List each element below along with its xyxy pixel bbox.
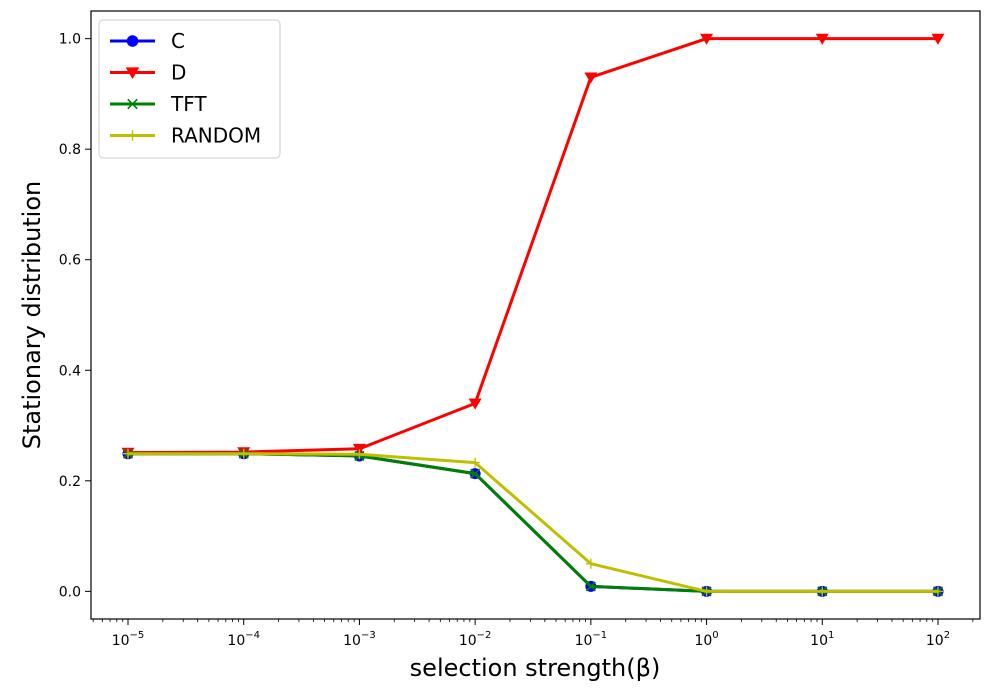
- y-tick-label: 0.6: [59, 253, 81, 269]
- x-axis-label: selection strength(β): [410, 654, 661, 682]
- plot-frame: [90, 10, 981, 620]
- series-line-tft: [128, 452, 938, 593]
- series-line-random: [128, 452, 938, 593]
- x-tick-exponent: −3: [361, 630, 376, 641]
- x-tick-label: 10−1: [575, 630, 608, 649]
- legend: CD TFT RANDOM: [98, 19, 281, 159]
- data-point-tft: [585, 581, 596, 592]
- legend-marker-tft: [127, 98, 138, 110]
- data-point-d: [815, 33, 829, 45]
- x-tick-exponent: 0: [712, 630, 718, 641]
- data-point-d: [700, 33, 714, 45]
- data-point-random: [123, 448, 133, 459]
- data-point-random: [470, 457, 481, 468]
- x-tick-exponent: 1: [828, 630, 834, 641]
- data-point-d: [468, 398, 482, 410]
- x-tick-exponent: −1: [592, 630, 607, 641]
- y-tick-label: 0.8: [59, 142, 81, 158]
- x-tick-label: 10−5: [112, 630, 145, 649]
- x-tick-exponent: −5: [130, 630, 145, 641]
- data-point-random: [585, 558, 596, 569]
- y-tick-label: 1.0: [59, 32, 81, 48]
- series-line-c: [128, 452, 938, 593]
- data-point-tft: [470, 468, 481, 479]
- x-tick-exponent: 2: [944, 630, 950, 641]
- x-tick-label: 10−4: [227, 630, 260, 649]
- y-axis-label: Stationary distribution: [18, 181, 46, 450]
- y-tick-label: 0.0: [59, 584, 81, 600]
- plot-layer: [121, 33, 945, 597]
- x-tick-label: 100: [694, 630, 718, 649]
- data-point-random: [701, 586, 712, 597]
- legend-label-random: RANDOM: [171, 124, 261, 148]
- legend-label-d: D: [171, 61, 186, 85]
- y-tick-label: 0.2: [59, 474, 81, 490]
- data-point-random: [238, 448, 249, 459]
- legend-marker-d: [125, 67, 140, 79]
- legend-label-c: C: [171, 29, 185, 53]
- data-point-d: [584, 72, 598, 84]
- legend-box: [98, 19, 281, 159]
- x-tick-label: 10−3: [343, 630, 376, 649]
- legend-marker-random: [127, 130, 138, 141]
- legend-label-tft: TFT: [170, 92, 207, 116]
- data-point-d: [931, 33, 945, 45]
- x-tick-exponent: −2: [477, 630, 492, 641]
- x-tick-exponent: −4: [245, 630, 260, 641]
- data-point-random: [817, 586, 828, 597]
- x-tick-label: 10−2: [459, 630, 492, 649]
- y-tick-label: 0.4: [59, 363, 81, 379]
- legend-marker-c: [126, 35, 139, 47]
- series-line-d: [127, 37, 938, 455]
- x-tick-label: 101: [810, 630, 834, 649]
- data-point-random: [354, 449, 365, 460]
- data-point-random: [933, 586, 943, 597]
- x-tick-label: 102: [926, 630, 950, 649]
